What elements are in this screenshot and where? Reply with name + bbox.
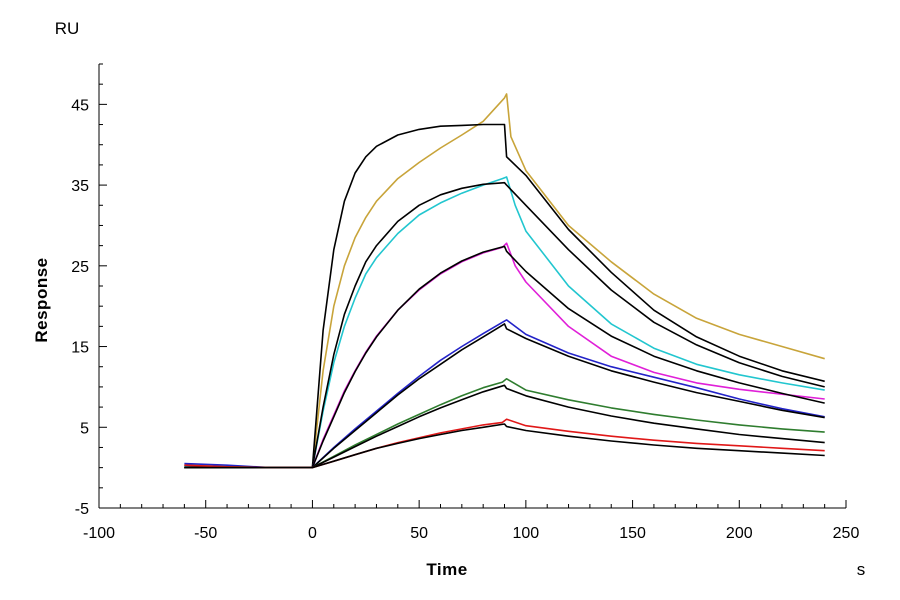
x-tick-label: 250 (833, 525, 860, 542)
series-line-11 (184, 418, 825, 469)
x-unit-label: s (857, 560, 866, 579)
series-line-12 (184, 423, 825, 469)
x-tick-label: 100 (513, 525, 540, 542)
series-line-1 (184, 93, 825, 469)
series-line-10 (184, 384, 825, 469)
x-tick-label: -50 (194, 525, 217, 542)
axes: -100 -50 0 50 100 150 200 250 -5 5 15 25 35 45 (71, 63, 860, 542)
labels: RU s Time Response (32, 19, 865, 579)
series-line-5 (184, 242, 825, 469)
y-tick-label: -5 (75, 501, 89, 518)
x-axis-title: Time (426, 560, 467, 579)
series-line-2 (184, 123, 825, 469)
series-group (184, 93, 825, 469)
x-tick-label: -100 (83, 525, 115, 542)
y-tick-label: 15 (71, 340, 89, 357)
series-line-8 (184, 323, 825, 469)
series-line-6 (184, 245, 825, 469)
x-tick-label: 0 (308, 525, 317, 542)
y-tick-label: 45 (71, 97, 89, 114)
series-line-9 (184, 378, 825, 469)
series-line-4 (184, 181, 825, 469)
y-axis-title: Response (32, 257, 51, 342)
y-unit-label: RU (55, 19, 80, 38)
y-tick-label: 5 (80, 420, 89, 437)
y-tick-label: 25 (71, 259, 89, 276)
x-tick-label: 50 (410, 525, 428, 542)
x-tick-label: 150 (619, 525, 646, 542)
y-tick-label: 35 (71, 178, 89, 195)
series-line-3 (184, 176, 825, 469)
x-tick-label: 200 (726, 525, 753, 542)
